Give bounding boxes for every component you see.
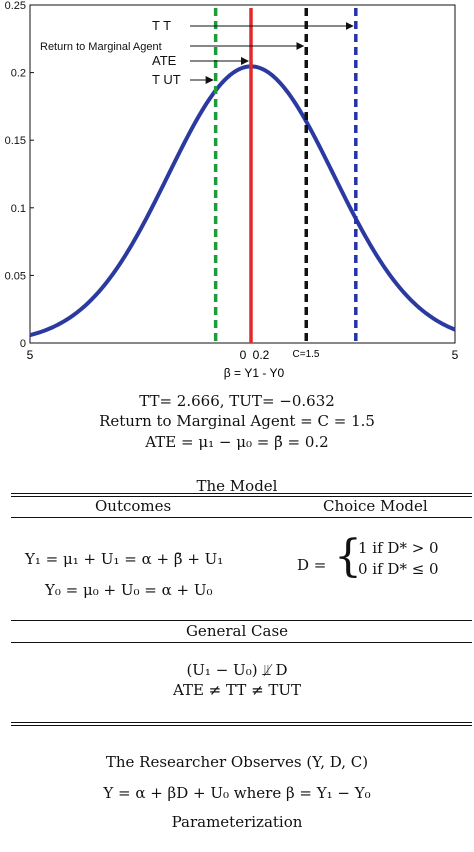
label-ate: ATE (152, 53, 177, 68)
label-t-ut: T UT (152, 72, 181, 87)
y-tick-label: 0.05 (5, 270, 26, 282)
rule (11, 496, 472, 497)
independence-statement: (U₁ − U₀) ⫫̸ D (186, 661, 288, 679)
label-t-t: T T (152, 18, 171, 33)
caption-line-2: Return to Marginal Agent = C = 1.5 (99, 412, 375, 430)
x-tick-c: C=1.5 (293, 349, 320, 360)
choice-case-1: 1 if D* > 0 (358, 539, 439, 557)
model-title: The Model (196, 477, 278, 495)
y-tick-label: 0.25 (5, 0, 26, 12)
x-axis-label: β = Y1 - Y0 (224, 366, 285, 380)
brace: { (334, 531, 362, 582)
rule (11, 722, 472, 723)
x-tick-left: 5 (27, 348, 34, 362)
x-tick-02: 0.2 (253, 348, 270, 362)
y-tick-label: 0.1 (11, 203, 26, 215)
y-tick-label: 0.2 (11, 68, 26, 80)
y-tick-label: 0 (20, 338, 26, 350)
outcomes-header: Outcomes (95, 497, 172, 515)
density-curve (29, 64, 456, 338)
general-case-title: General Case (185, 622, 289, 640)
y-tick-label: 0.15 (5, 135, 26, 147)
regression-equation: Y = α + βD + U₀ where β = Y₁ − Y₀ (103, 784, 371, 802)
rule (11, 642, 472, 643)
caption-line-1: TT= 2.666, TUT= −0.632 (139, 392, 335, 410)
inequality-statement: ATE ≠ TT ≠ TUT (172, 681, 302, 699)
x-tick-zero: 0 (240, 348, 247, 362)
choice-model-header: Choice Model (323, 497, 428, 515)
x-tick-right: 5 (452, 348, 459, 362)
choice-case-2: 0 if D* ≤ 0 (358, 560, 439, 578)
equation-y1: Y₁ = μ₁ + U₁ = α + β̄ + U₁ (25, 550, 224, 568)
rule (11, 725, 472, 726)
parameterization-title: Parameterization (171, 813, 303, 831)
caption-line-3: ATE = μ₁ − μ₀ = β̄ = 0.2 (145, 433, 329, 451)
rule (11, 620, 472, 621)
vertical-lines (213, 8, 358, 343)
rule (11, 517, 472, 518)
researcher-observes: The Researcher Observes (Y, D, C) (105, 753, 369, 771)
equation-d: D = (297, 556, 327, 574)
rule (11, 493, 472, 494)
equation-y0: Y₀ = μ₀ + U₀ = α + U₀ (45, 581, 213, 599)
label-return-to-marginal-agent: Return to Marginal Agent (40, 41, 162, 53)
plot-frame (29, 4, 456, 344)
